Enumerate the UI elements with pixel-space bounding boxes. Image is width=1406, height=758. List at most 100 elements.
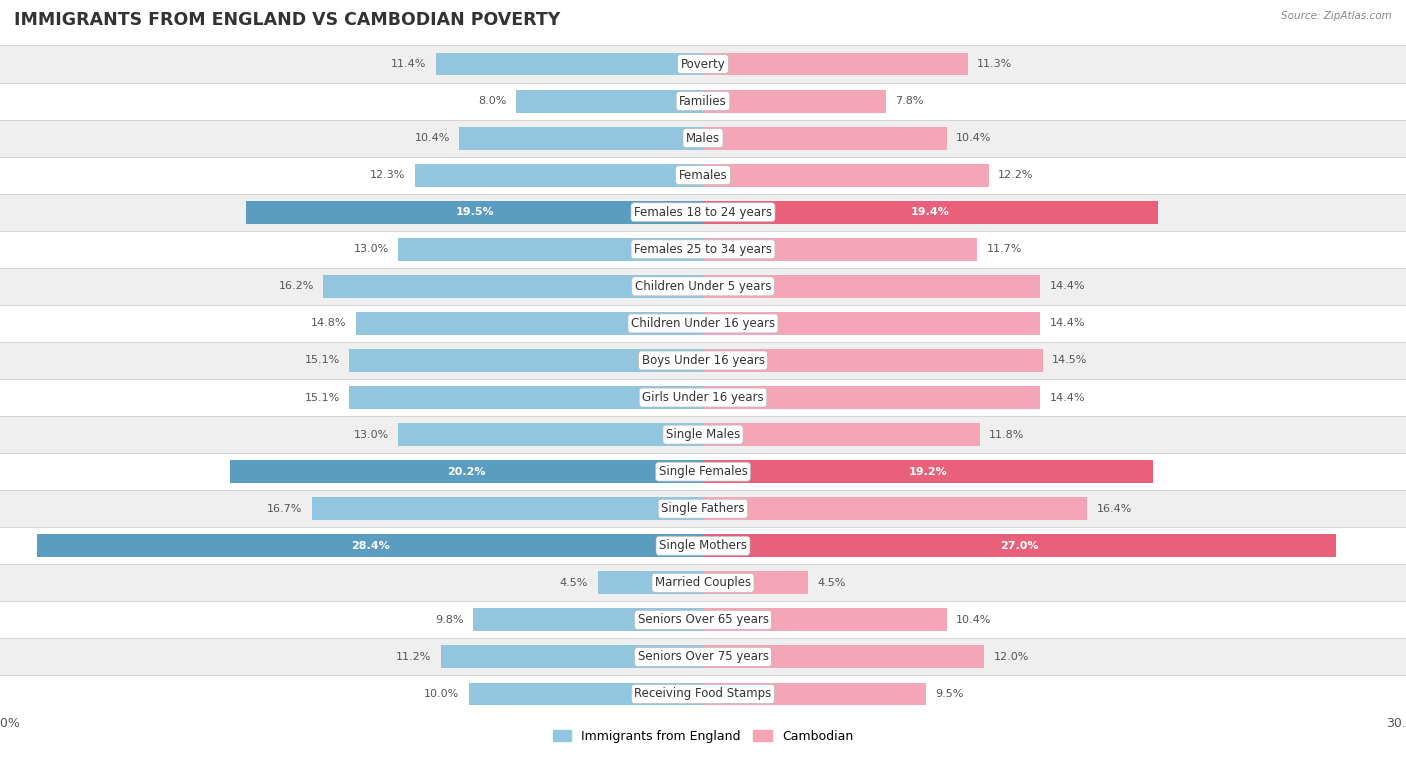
Bar [0, 601, 1406, 638]
Bar [703, 497, 1087, 520]
Bar [38, 534, 703, 557]
Legend: Immigrants from England, Cambodian: Immigrants from England, Cambodian [547, 725, 859, 748]
Text: Females 25 to 34 years: Females 25 to 34 years [634, 243, 772, 255]
Text: 9.8%: 9.8% [436, 615, 464, 625]
Text: Single Fathers: Single Fathers [661, 503, 745, 515]
Bar [0, 45, 1406, 83]
Text: 20.2%: 20.2% [447, 467, 485, 477]
Text: Single Males: Single Males [666, 428, 740, 441]
Text: 10.4%: 10.4% [415, 133, 450, 143]
Text: 15.1%: 15.1% [305, 393, 340, 402]
Bar [0, 268, 1406, 305]
Bar [703, 349, 1043, 372]
Text: 11.4%: 11.4% [391, 59, 426, 69]
Bar [0, 194, 1406, 230]
Bar [349, 386, 703, 409]
Bar [312, 497, 703, 520]
Bar [703, 127, 946, 149]
Bar [703, 238, 977, 261]
Bar [229, 460, 703, 483]
Bar [440, 646, 703, 669]
Bar [0, 120, 1406, 157]
Text: Single Females: Single Females [658, 465, 748, 478]
Bar [0, 305, 1406, 342]
Bar [0, 379, 1406, 416]
Text: 14.4%: 14.4% [1050, 281, 1085, 291]
Text: 27.0%: 27.0% [1000, 540, 1039, 551]
Bar [703, 275, 1040, 298]
Bar [703, 52, 967, 76]
Text: Girls Under 16 years: Girls Under 16 years [643, 391, 763, 404]
Text: Children Under 5 years: Children Under 5 years [634, 280, 772, 293]
Bar [703, 534, 1336, 557]
Bar [436, 52, 703, 76]
Text: 4.5%: 4.5% [560, 578, 588, 587]
Bar [468, 682, 703, 706]
Text: Seniors Over 65 years: Seniors Over 65 years [637, 613, 769, 626]
Text: Seniors Over 75 years: Seniors Over 75 years [637, 650, 769, 663]
Text: 16.7%: 16.7% [267, 504, 302, 514]
Bar [703, 89, 886, 112]
Bar [0, 453, 1406, 490]
Bar [460, 127, 703, 149]
Text: Females: Females [679, 169, 727, 182]
Text: 11.8%: 11.8% [988, 430, 1024, 440]
Text: 10.4%: 10.4% [956, 133, 991, 143]
Text: Males: Males [686, 132, 720, 145]
Bar [0, 564, 1406, 601]
Text: Females 18 to 24 years: Females 18 to 24 years [634, 205, 772, 219]
Bar [0, 342, 1406, 379]
Text: 11.3%: 11.3% [977, 59, 1012, 69]
Text: 19.2%: 19.2% [908, 467, 948, 477]
Bar [703, 646, 984, 669]
Text: 7.8%: 7.8% [896, 96, 924, 106]
Text: 10.0%: 10.0% [425, 689, 460, 699]
Bar [0, 416, 1406, 453]
Bar [703, 312, 1040, 335]
Bar [0, 675, 1406, 713]
Text: Boys Under 16 years: Boys Under 16 years [641, 354, 765, 367]
Bar [0, 490, 1406, 528]
Bar [0, 528, 1406, 564]
Text: Children Under 16 years: Children Under 16 years [631, 317, 775, 330]
Text: 14.5%: 14.5% [1052, 356, 1087, 365]
Bar [415, 164, 703, 186]
Text: 12.3%: 12.3% [370, 171, 405, 180]
Text: 16.2%: 16.2% [278, 281, 314, 291]
Text: 10.4%: 10.4% [956, 615, 991, 625]
Text: 19.5%: 19.5% [456, 207, 494, 218]
Text: 14.8%: 14.8% [311, 318, 347, 328]
Text: 28.4%: 28.4% [352, 540, 389, 551]
Text: 16.4%: 16.4% [1097, 504, 1132, 514]
Text: Poverty: Poverty [681, 58, 725, 70]
Text: Married Couples: Married Couples [655, 576, 751, 589]
Bar [703, 572, 808, 594]
Text: 9.5%: 9.5% [935, 689, 963, 699]
Text: 12.2%: 12.2% [998, 171, 1033, 180]
Bar [703, 682, 925, 706]
Text: Receiving Food Stamps: Receiving Food Stamps [634, 688, 772, 700]
Bar [0, 638, 1406, 675]
Bar [598, 572, 703, 594]
Text: 14.4%: 14.4% [1050, 318, 1085, 328]
Bar [323, 275, 703, 298]
Text: 14.4%: 14.4% [1050, 393, 1085, 402]
Text: IMMIGRANTS FROM ENGLAND VS CAMBODIAN POVERTY: IMMIGRANTS FROM ENGLAND VS CAMBODIAN POV… [14, 11, 561, 30]
Text: 13.0%: 13.0% [354, 244, 389, 254]
Bar [398, 423, 703, 446]
Text: Source: ZipAtlas.com: Source: ZipAtlas.com [1281, 11, 1392, 21]
Bar [703, 423, 980, 446]
Text: 12.0%: 12.0% [994, 652, 1029, 662]
Bar [703, 201, 1157, 224]
Bar [0, 230, 1406, 268]
Text: 4.5%: 4.5% [818, 578, 846, 587]
Text: 13.0%: 13.0% [354, 430, 389, 440]
Bar [474, 609, 703, 631]
Bar [0, 157, 1406, 194]
Text: 8.0%: 8.0% [478, 96, 506, 106]
Bar [246, 201, 703, 224]
Text: 11.7%: 11.7% [987, 244, 1022, 254]
Text: Families: Families [679, 95, 727, 108]
Text: Single Mothers: Single Mothers [659, 539, 747, 553]
Text: 15.1%: 15.1% [305, 356, 340, 365]
